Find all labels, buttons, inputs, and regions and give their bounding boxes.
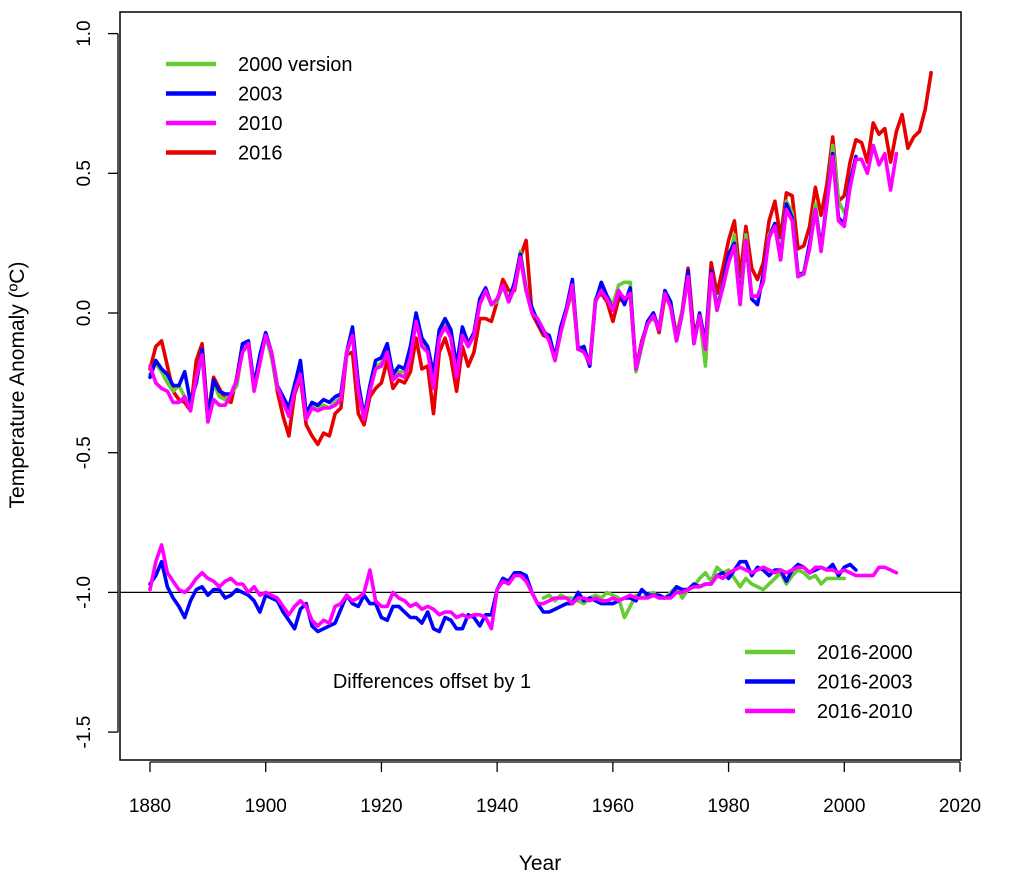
y-axis-title: Temperature Anomaly (ºC) <box>6 262 29 509</box>
x-tick-label: 1980 <box>707 796 749 817</box>
x-tick-label: 1880 <box>129 796 171 817</box>
y-tick-label: -1.5 <box>74 716 95 749</box>
legend-label: 2010 <box>238 113 283 135</box>
x-tick-label: 1940 <box>476 796 518 817</box>
legend-label: 2016-2010 <box>817 701 913 723</box>
axes: 1880 1900 1920 1940 1960 1980 2000 2020 1.0 0.5 0.… <box>74 20 981 817</box>
x-tick-label: 1900 <box>245 796 287 817</box>
legend-label: 2016-2003 <box>817 672 913 694</box>
series-layer <box>148 70 933 634</box>
y-tick-label: 0.0 <box>74 300 95 326</box>
annotation-text: Differences offset by 1 <box>333 671 531 693</box>
series-line-2010 <box>148 143 899 424</box>
series-line-2016-2003 <box>148 559 858 634</box>
legend-top-left: 2000 version 2003 2010 2016 <box>166 54 353 165</box>
x-axis-title: Year <box>519 852 561 875</box>
y-tick-label: -0.5 <box>74 436 95 469</box>
legend-label: 2016-2000 <box>817 642 913 664</box>
legend-bottom-right: 2016-2000 2016-2003 2016-2010 <box>745 642 913 723</box>
plot-frame <box>119 11 962 761</box>
series-line-2016-2010 <box>148 543 899 631</box>
y-tick-label: -1.0 <box>74 576 95 609</box>
x-tick-label: 1960 <box>592 796 634 817</box>
x-tick-label: 2000 <box>823 796 865 817</box>
y-tick-label: 0.5 <box>74 160 95 186</box>
y-tick-label: 1.0 <box>74 20 95 46</box>
x-tick-label: 1920 <box>360 796 402 817</box>
x-tick-label: 2020 <box>939 796 981 817</box>
legend-label: 2003 <box>238 84 283 106</box>
legend-label: 2000 version <box>238 54 353 76</box>
legend-label: 2016 <box>238 143 283 165</box>
